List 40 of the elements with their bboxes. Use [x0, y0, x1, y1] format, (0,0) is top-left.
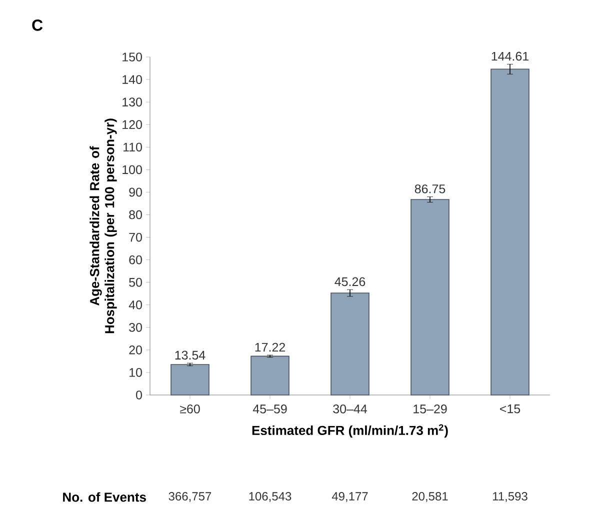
- y-tick-label: 100: [122, 165, 142, 174]
- y-tick-label: 20: [129, 346, 142, 354]
- text: 11,593: [493, 492, 528, 502]
- y-tick-label: 90: [129, 188, 142, 197]
- y-tick-label: 140: [122, 75, 142, 84]
- y-tick-label: 40: [128, 300, 142, 310]
- y-axis-title: Age-Standardized Rate of Hospitalization (per 100 person-yr): [90, 118, 117, 334]
- text: 20,581: [412, 492, 448, 502]
- data-label: 13.54: [175, 350, 206, 360]
- y-tick-label: 60: [129, 255, 142, 264]
- y-tick-label: 110: [124, 142, 142, 152]
- data-label: 86.75: [414, 184, 446, 194]
- y-tick-label: 50: [129, 278, 142, 287]
- text: 49,177: [332, 492, 368, 502]
- x-tick-label: 15–29: [414, 404, 447, 414]
- y-tick-label: 150: [122, 52, 142, 62]
- x-tick-label: ≥60: [180, 404, 200, 414]
- data-label: 45.26: [334, 277, 366, 286]
- x-tick-label: 30–44: [333, 404, 367, 414]
- text: 366,757: [168, 492, 212, 502]
- bar: [490, 68, 530, 396]
- bar: [330, 292, 370, 396]
- x-tick-label: 45–59: [252, 404, 287, 414]
- y-tick-label: 70: [129, 232, 142, 242]
- text: 106,543: [249, 492, 292, 502]
- y-tick-label: 80: [129, 210, 142, 220]
- bar: [250, 356, 290, 396]
- x-axis-title: Estimated GFR (ml/min/1.73 m$^{2}$): [252, 424, 448, 438]
- y-tick-label: 30: [129, 322, 142, 332]
- data-label: 17.22: [255, 342, 286, 352]
- bar: [410, 199, 450, 396]
- text: No. of Events: [63, 492, 146, 502]
- x-tick-label: <15: [500, 404, 520, 414]
- y-tick-label: 10: [130, 368, 142, 377]
- y-tick-label: 130: [122, 98, 142, 106]
- y-tick-label: 120: [122, 120, 142, 130]
- data-label: 144.61: [492, 52, 529, 61]
- bar: [170, 364, 210, 396]
- chart-title: C: [32, 20, 43, 31]
- y-tick-label: 0: [136, 390, 142, 400]
